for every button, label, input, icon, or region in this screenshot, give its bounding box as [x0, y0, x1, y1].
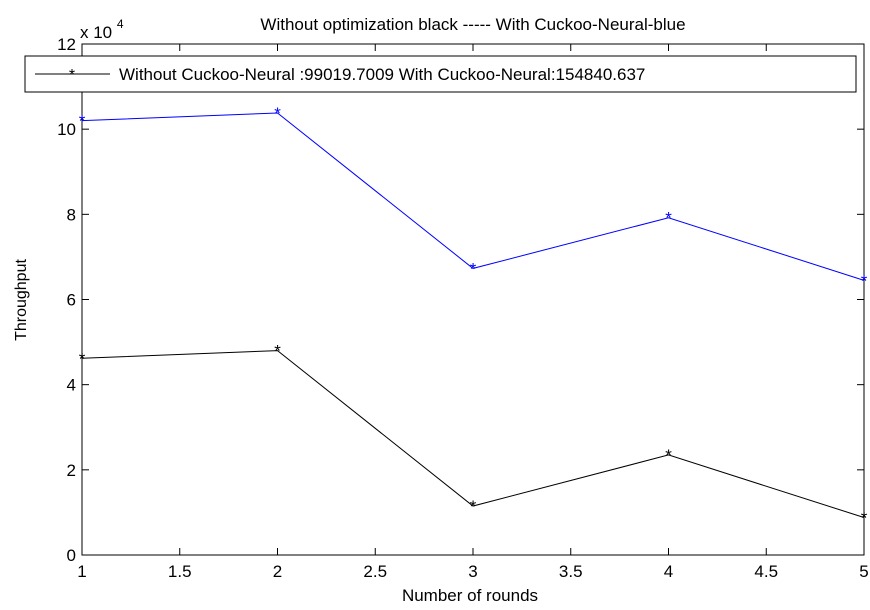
- y-tick-label: 8: [67, 205, 76, 224]
- series-line-2: [81, 350, 865, 519]
- chart-title: Without optimization black ----- With Cu…: [260, 15, 685, 34]
- x-tick-label: 4: [664, 562, 673, 581]
- x-axis-label: Number of rounds: [402, 586, 538, 605]
- y-tick-label: 10: [57, 120, 76, 139]
- series-2-point: *: [274, 342, 281, 361]
- y-tick-label: 6: [67, 291, 76, 310]
- y-axis-scale-factor: x 10 4: [80, 17, 124, 42]
- legend: * Without Cuckoo-Neural :99019.7009 With…: [24, 55, 857, 93]
- y-tick-label: 0: [67, 546, 76, 565]
- legend-box: [24, 55, 857, 93]
- series-2-point: *: [665, 446, 672, 465]
- x-tick-label: 5: [859, 562, 868, 581]
- legend-text: Without Cuckoo-Neural :99019.7009 With C…: [119, 65, 645, 84]
- series-1-point: *: [861, 271, 868, 290]
- series-2-point: *: [79, 349, 86, 368]
- x-tick-label: 3.5: [559, 562, 583, 581]
- series-1-point: *: [274, 104, 281, 123]
- series-1-point: *: [470, 259, 477, 278]
- plot-area: 1 1.5 2 2.5 3 3.5 4 4.5 5 0 2 4 6 8 10 12 * * * * * * * * * *: [57, 35, 869, 581]
- x-tick-label: 1.5: [168, 562, 192, 581]
- x-tick-label: 1: [77, 562, 86, 581]
- legend-marker: *: [69, 67, 75, 84]
- y-tick-label: 12: [57, 35, 76, 54]
- x-tick-label: 4.5: [754, 562, 778, 581]
- plot-frame: [81, 43, 865, 556]
- series-2-point: *: [861, 509, 868, 528]
- series-line-1: [81, 112, 865, 281]
- series-1-point: *: [665, 209, 672, 228]
- series-1-point: *: [79, 112, 86, 131]
- y-axis-label: Throughput: [13, 259, 30, 341]
- x-tick-label: 2: [273, 562, 282, 581]
- x-tick-label: 3: [468, 562, 477, 581]
- scale-exponent: 4: [117, 17, 124, 31]
- scale-multiplier: x 10: [80, 23, 112, 42]
- x-tick-label: 2.5: [363, 562, 387, 581]
- series-2-point: *: [470, 497, 477, 516]
- y-tick-label: 2: [67, 461, 76, 480]
- y-tick-label: 4: [67, 376, 76, 395]
